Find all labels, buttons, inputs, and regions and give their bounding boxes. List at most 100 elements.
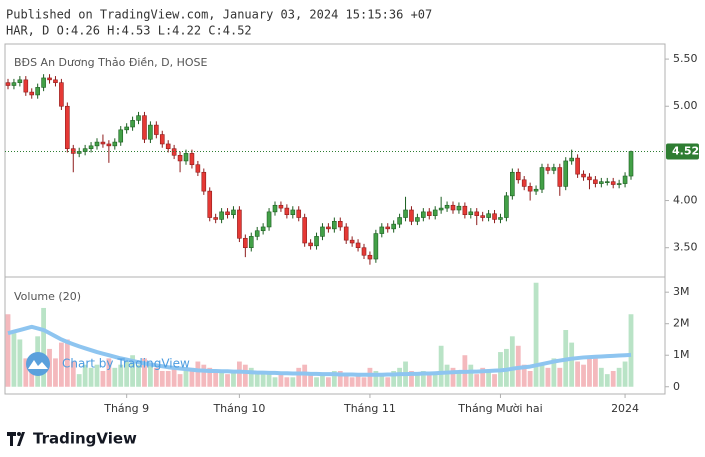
candle-body: [231, 209, 236, 215]
candle-body: [284, 207, 290, 215]
volume-bar: [474, 374, 480, 387]
candle-body: [5, 82, 11, 86]
candle-body: [88, 145, 94, 149]
volume-bar: [331, 370, 337, 387]
volume-bar: [266, 370, 272, 387]
candle-body: [112, 141, 118, 147]
volume-bar: [47, 348, 52, 387]
volume-bar: [432, 374, 438, 387]
candle-body: [426, 211, 432, 216]
candle-body: [545, 167, 551, 171]
watermark-text: Chart by TradingView: [62, 357, 190, 371]
volume-bar: [17, 339, 23, 387]
volume-bar: [450, 367, 456, 387]
candle-body: [272, 204, 278, 213]
candle-body: [47, 77, 52, 81]
candle-body: [130, 120, 135, 128]
candle-body: [326, 226, 331, 230]
candle-body: [314, 236, 319, 247]
volume-bar: [100, 370, 106, 387]
volume-bar: [367, 367, 373, 387]
candle-body: [76, 151, 82, 154]
ohlc-line: HAR, D O:4.26 H:4.53 L:4.22 C:4.52: [6, 24, 252, 38]
candle-body: [41, 77, 46, 88]
candle-body: [165, 143, 171, 149]
logo-text: TradingView: [33, 430, 137, 448]
volume-bar: [219, 370, 224, 387]
candle-body: [302, 217, 307, 244]
volume-bar: [177, 374, 183, 387]
candle-body: [195, 164, 201, 173]
candle-body: [587, 176, 592, 181]
footer-logo: TradingView: [7, 430, 137, 448]
y-tick-label: 4.00: [673, 194, 698, 207]
candle-body: [159, 134, 165, 145]
candle-body: [308, 242, 313, 247]
candle-body: [468, 211, 474, 215]
volume-bar: [82, 364, 88, 387]
candle-body: [575, 157, 580, 175]
volume-bar: [112, 367, 118, 387]
candle-body: [480, 215, 485, 218]
volume-bar: [320, 374, 325, 387]
candle-body: [415, 217, 420, 222]
candle-body: [373, 233, 379, 260]
volume-bar: [616, 367, 622, 387]
candle-body: [510, 171, 515, 197]
volume-bar: [171, 367, 177, 387]
candle-body: [474, 211, 480, 216]
candle-body: [23, 79, 29, 93]
volume-bar: [622, 361, 628, 387]
candle-body: [29, 91, 35, 96]
y-tick-label: 3.50: [673, 241, 698, 254]
candle-body: [142, 115, 147, 140]
volume-bar: [70, 361, 76, 387]
logo-dot: [17, 432, 21, 436]
candle-body: [409, 209, 414, 222]
volume-ma-line: [7, 324, 632, 377]
volume-bar: [456, 370, 462, 387]
volume-bar: [183, 370, 189, 387]
volume-bar: [254, 370, 260, 387]
watermark-icon: [26, 352, 50, 376]
candle-body: [539, 167, 545, 190]
candle-body: [124, 126, 129, 131]
volume-bar: [391, 370, 397, 387]
volume-bar: [242, 364, 248, 387]
candle-body: [504, 195, 509, 218]
candle-body: [444, 204, 450, 209]
volume-bar: [521, 364, 527, 387]
y-tick-label: 2M: [673, 317, 690, 330]
volume-bar: [225, 374, 230, 387]
volume-bar: [201, 364, 207, 387]
candle-body: [343, 226, 349, 241]
volume-bar: [260, 374, 266, 387]
volume-bar: [581, 364, 586, 387]
candle-body: [515, 171, 521, 181]
volume-bar: [480, 367, 486, 387]
volume-bar: [118, 364, 124, 387]
volume-bar: [527, 370, 533, 387]
candle-body: [266, 211, 272, 228]
candle-body: [183, 153, 189, 162]
candle-body: [213, 217, 218, 220]
volume-bar: [284, 377, 290, 387]
candle-body: [106, 143, 112, 147]
volume-bar: [76, 374, 82, 387]
volume-bar: [5, 314, 11, 387]
candle-body: [379, 226, 385, 234]
candle-body: [17, 79, 23, 83]
volume-bar: [59, 342, 64, 387]
volume-bar: [195, 361, 201, 387]
candle-body: [610, 181, 616, 185]
volume-bar: [438, 345, 444, 387]
volume-bar: [604, 374, 610, 387]
candle-body: [355, 242, 361, 249]
candle-body: [65, 105, 70, 149]
x-tick-label: Tháng Mười hai: [457, 402, 542, 415]
volume-bar: [326, 377, 331, 387]
volume-bar: [533, 282, 539, 387]
volume-bar: [290, 377, 296, 387]
volume-bar: [165, 370, 171, 387]
